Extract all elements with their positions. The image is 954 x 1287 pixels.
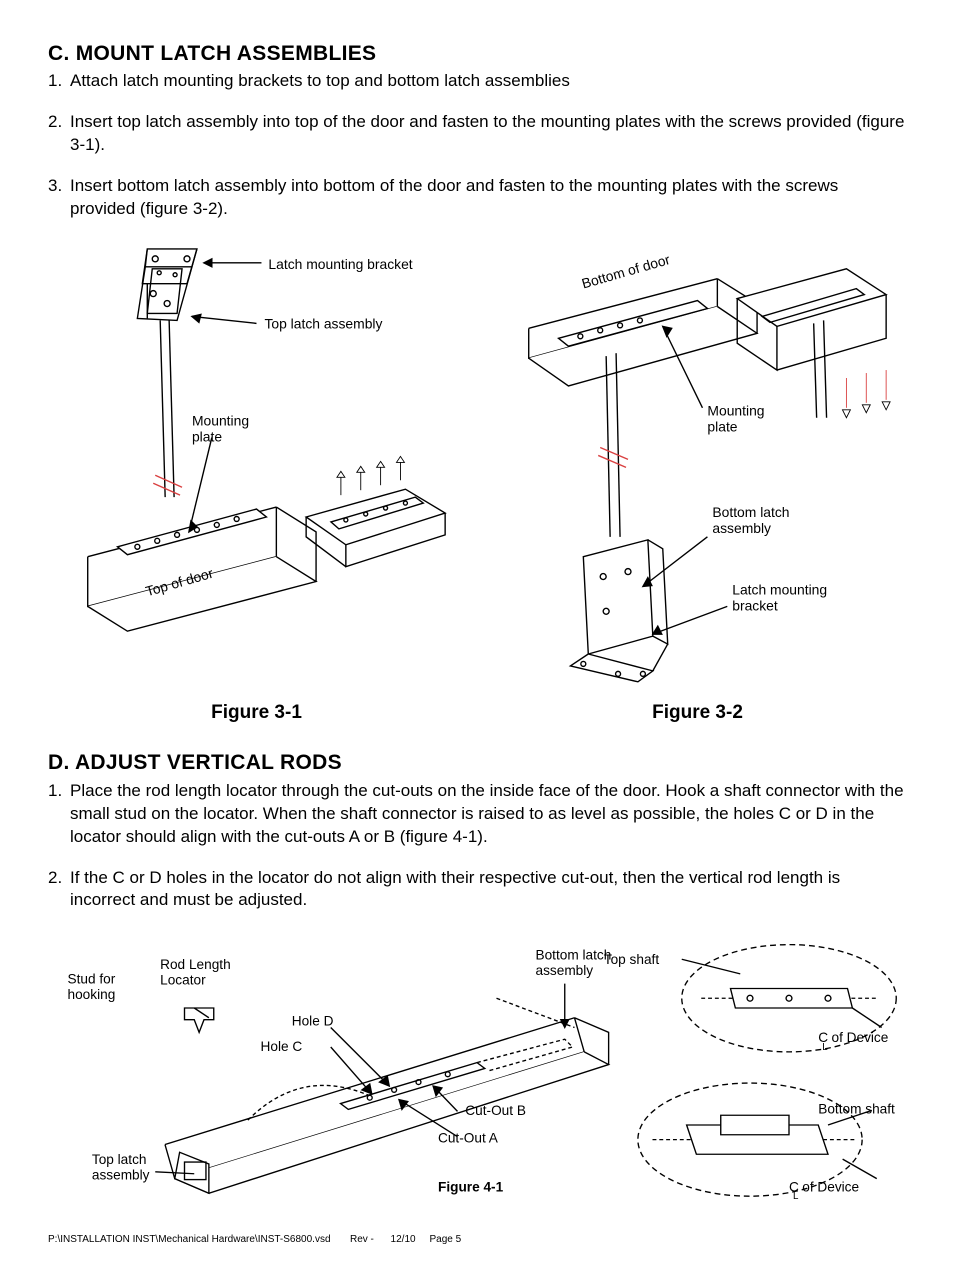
figure-3-2-caption: Figure 3-2: [489, 700, 906, 726]
label-cutout-b: Cut-Out B: [465, 1104, 526, 1119]
label-top-latch-assembly: Top latch assembly: [264, 315, 382, 331]
label-rod-length-locator: Rod LengthLocator: [160, 957, 231, 988]
label-mounting-plate-2: Mountingplate: [707, 403, 764, 435]
figure-3-2: Bottom of door Mountingplate Bottom latc…: [489, 239, 906, 725]
step-text: Attach latch mounting brackets to top an…: [70, 70, 906, 93]
step-number: 2.: [48, 867, 70, 913]
step-text: Insert top latch assembly into top of th…: [70, 111, 906, 157]
footer-date: 12/10: [391, 1234, 416, 1245]
section-d-step-1: 1. Place the rod length locator through …: [48, 780, 906, 849]
step-number: 1.: [48, 70, 70, 93]
figure-3-2-svg: Bottom of door Mountingplate Bottom latc…: [489, 239, 906, 696]
label-bottom-of-door: Bottom of door: [580, 251, 672, 292]
figure-4-1: Rod LengthLocator Stud forhooking Hole D…: [48, 930, 906, 1213]
section-c-step-1: 1. Attach latch mounting brackets to top…: [48, 70, 906, 93]
label-cl-device-2: CL of Device: [789, 1180, 859, 1203]
figure-3-1-caption: Figure 3-1: [48, 700, 465, 726]
label-mounting-plate-1: Mountingplate: [192, 413, 249, 445]
section-c-step-3: 3. Insert bottom latch assembly into bot…: [48, 175, 906, 221]
footer-rev: Rev -: [350, 1234, 374, 1245]
label-bottom-latch-assembly: Bottom latchassembly: [712, 504, 789, 536]
section-c-heading: C. MOUNT LATCH ASSEMBLIES: [48, 40, 906, 68]
label-top-shaft: Top shaft: [604, 953, 660, 968]
label-top-latch-assembly-2: Top latchassembly: [92, 1152, 150, 1183]
section-d-heading: D. ADJUST VERTICAL RODS: [48, 749, 906, 777]
step-text: Place the rod length locator through the…: [70, 780, 906, 849]
figure-4-1-caption: Figure 4-1: [438, 1180, 504, 1195]
label-bottom-latch-assembly-2: Bottom latchassembly: [536, 948, 612, 979]
footer-path: P:\INSTALLATION INST\Mechanical Hardware…: [48, 1234, 331, 1245]
figure-3-1-svg: Latch mounting bracket Top latch assembl…: [48, 239, 465, 696]
step-number: 2.: [48, 111, 70, 157]
label-stud-for-hooking: Stud forhooking: [68, 972, 116, 1003]
step-text: If the C or D holes in the locator do no…: [70, 867, 906, 913]
figures-3-row: Latch mounting bracket Top latch assembl…: [48, 239, 906, 725]
step-number: 1.: [48, 780, 70, 849]
label-cutout-a: Cut-Out A: [438, 1131, 499, 1146]
figure-4-1-svg: Rod LengthLocator Stud forhooking Hole D…: [48, 930, 906, 1213]
label-bottom-shaft: Bottom shaft: [818, 1102, 895, 1117]
label-hole-d: Hole D: [292, 1014, 334, 1029]
label-hole-c: Hole C: [261, 1039, 303, 1054]
footer-page: Page 5: [429, 1234, 461, 1245]
label-latch-mounting-bracket: Latch mounting bracket: [268, 256, 412, 272]
label-latch-mounting-bracket-2: Latch mountingbracket: [732, 581, 827, 613]
page-footer: P:\INSTALLATION INST\Mechanical Hardware…: [48, 1233, 906, 1247]
step-text: Insert bottom latch assembly into bottom…: [70, 175, 906, 221]
section-d-step-2: 2. If the C or D holes in the locator do…: [48, 867, 906, 913]
label-cl-device-1: CL of Device: [818, 1031, 888, 1054]
section-c-step-2: 2. Insert top latch assembly into top of…: [48, 111, 906, 157]
figure-3-1: Latch mounting bracket Top latch assembl…: [48, 239, 465, 725]
step-number: 3.: [48, 175, 70, 221]
